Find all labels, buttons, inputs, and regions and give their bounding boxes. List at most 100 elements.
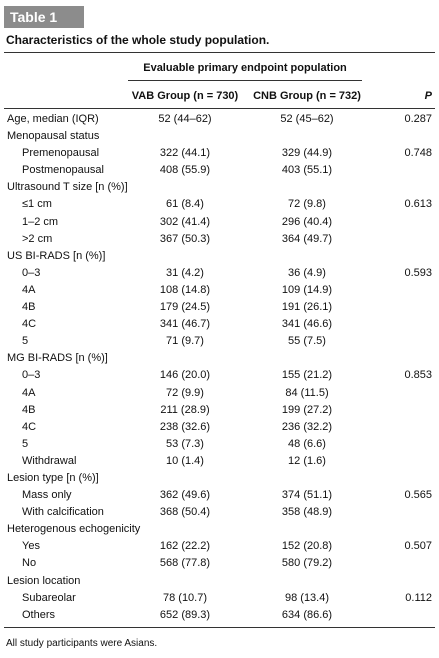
table-row: Subareolar 78 (10.7) 98 (13.4) 0.112 <box>0 590 439 607</box>
cell: 368 (50.4) <box>159 506 211 519</box>
row-label: Age, median (IQR) <box>7 113 99 125</box>
table-row: US BI-RADS [n (%)] <box>0 248 439 265</box>
cell: 61 (8.4) <box>166 198 204 211</box>
cell: 374 (51.1) <box>281 489 333 502</box>
cell: 568 (77.8) <box>159 557 211 570</box>
row-label: 0–3 <box>22 266 41 279</box>
table-row: 4A 108 (14.8) 109 (14.9) <box>0 282 439 299</box>
table-row: Premenopausal 322 (44.1) 329 (44.9) 0.748 <box>0 145 439 162</box>
row-label: Lesion type [n (%)] <box>7 471 99 484</box>
table-row: 4B 211 (28.9) 199 (27.2) <box>0 402 439 419</box>
rule <box>128 80 362 81</box>
row-label: Withdrawal <box>22 454 77 467</box>
cell: 98 (13.4) <box>284 591 330 604</box>
row-label: Others <box>22 608 56 621</box>
row-label: Menopausal status <box>7 130 100 143</box>
cell: 0.748 <box>404 147 432 160</box>
cell: 109 (14.9) <box>281 283 333 296</box>
cell: 36 (4.9) <box>288 266 326 279</box>
column-header: VAB Group (n = 730) <box>131 90 239 102</box>
column-header: CNB Group (n = 732) <box>253 90 361 102</box>
table-body: Age, median (IQR) 52 (44–62) 52 (45–62) 0.2… <box>0 111 439 624</box>
table-row: Withdrawal 10 (1.4) 12 (1.6) <box>0 453 439 470</box>
row-label: 1–2 cm <box>22 215 59 228</box>
row-label: Ultrasound T size [n (%)] <box>7 181 128 194</box>
column-header: P <box>424 90 432 102</box>
cell: 72 (9.8) <box>288 198 326 211</box>
cell: 78 (10.7) <box>162 591 208 604</box>
row-label: With calcification <box>22 506 104 519</box>
cell: 0.613 <box>404 198 432 211</box>
cell: 296 (40.4) <box>281 215 333 228</box>
rule <box>4 52 435 53</box>
table-row: 4C 238 (32.6) 236 (32.2) <box>0 419 439 436</box>
row-label: ≤1 cm <box>22 198 52 211</box>
cell: 0.565 <box>404 489 432 502</box>
cell: 199 (27.2) <box>281 403 333 416</box>
cell: 155 (21.2) <box>281 369 333 382</box>
cell: 0.112 <box>405 591 432 604</box>
row-label: 5 <box>22 335 29 348</box>
table-row: 4C 341 (46.7) 341 (46.6) <box>0 316 439 333</box>
cell: 12 (1.6) <box>288 454 326 467</box>
cell: 341 (46.7) <box>159 318 211 331</box>
cell: 0.287 <box>404 113 432 125</box>
table-row: Lesion type [n (%)] <box>0 470 439 487</box>
row-label: US BI-RADS [n (%)] <box>7 249 106 262</box>
table-row: Lesion location <box>0 573 439 590</box>
group-header: Evaluable primary endpoint population <box>143 62 347 74</box>
table-row: Postmenopausal 408 (55.9) 403 (55.1) <box>0 162 439 179</box>
table-row: 5 53 (7.3) 48 (6.6) <box>0 436 439 453</box>
cell: 48 (6.6) <box>288 437 326 450</box>
row-label: 4A <box>22 386 36 399</box>
table-row: Age, median (IQR) 52 (44–62) 52 (45–62) 0.2… <box>0 111 439 128</box>
cell: 364 (49.7) <box>281 232 333 245</box>
row-label: 4C <box>22 420 37 433</box>
table-row: 1–2 cm 302 (41.4) 296 (40.4) <box>0 214 439 231</box>
cell: 162 (22.2) <box>159 540 211 553</box>
table-row: 0–3 31 (4.2) 36 (4.9) 0.593 <box>0 265 439 282</box>
cell: 302 (41.4) <box>159 215 211 228</box>
row-label: Heterogenous echogenicity <box>7 523 141 536</box>
rule <box>4 108 435 109</box>
cell: 652 (89.3) <box>159 608 211 621</box>
table-row: No 568 (77.8) 580 (79.2) <box>0 555 439 572</box>
cell: 329 (44.9) <box>281 147 333 160</box>
cell: 10 (1.4) <box>166 454 204 467</box>
row-label: 4A <box>22 283 36 296</box>
footnote: All study participants were Asians. <box>6 638 158 649</box>
cell: 146 (20.0) <box>159 369 211 382</box>
cell: 362 (49.6) <box>159 489 211 502</box>
row-label: 4B <box>22 403 36 416</box>
cell: 322 (44.1) <box>159 147 211 160</box>
table-row: >2 cm 367 (50.3) 364 (49.7) <box>0 231 439 248</box>
table-row: Others 652 (89.3) 634 (86.6) <box>0 607 439 624</box>
row-label: >2 cm <box>22 232 53 245</box>
cell: 52 (44–62) <box>158 113 212 125</box>
table-row: ≤1 cm 61 (8.4) 72 (9.8) 0.613 <box>0 196 439 213</box>
row-label: 4B <box>22 301 36 314</box>
row-label: Premenopausal <box>22 147 100 160</box>
row-label: Subareolar <box>22 591 76 604</box>
table-row: 4B 179 (24.5) 191 (26.1) <box>0 299 439 316</box>
cell: 0.507 <box>404 540 432 553</box>
cell: 31 (4.2) <box>166 266 204 279</box>
row-label: Mass only <box>22 489 72 502</box>
cell: 408 (55.9) <box>159 164 211 177</box>
cell: 211 (28.9) <box>160 403 210 416</box>
row-label: Yes <box>22 540 40 553</box>
rule <box>4 627 435 628</box>
table-title: Characteristics of the whole study popul… <box>6 33 270 47</box>
cell: 52 (45–62) <box>280 113 334 125</box>
cell: 634 (86.6) <box>281 608 333 621</box>
cell: 358 (48.9) <box>281 506 333 519</box>
table-label: Table 1 <box>4 6 84 28</box>
row-label: Postmenopausal <box>22 164 104 177</box>
cell: 179 (24.5) <box>159 301 211 314</box>
cell: 191 (26.1) <box>281 301 333 314</box>
cell: 580 (79.2) <box>281 557 333 570</box>
table-row: Menopausal status <box>0 128 439 145</box>
row-label: No <box>22 557 37 570</box>
row-label: MG BI-RADS [n (%)] <box>7 352 108 365</box>
